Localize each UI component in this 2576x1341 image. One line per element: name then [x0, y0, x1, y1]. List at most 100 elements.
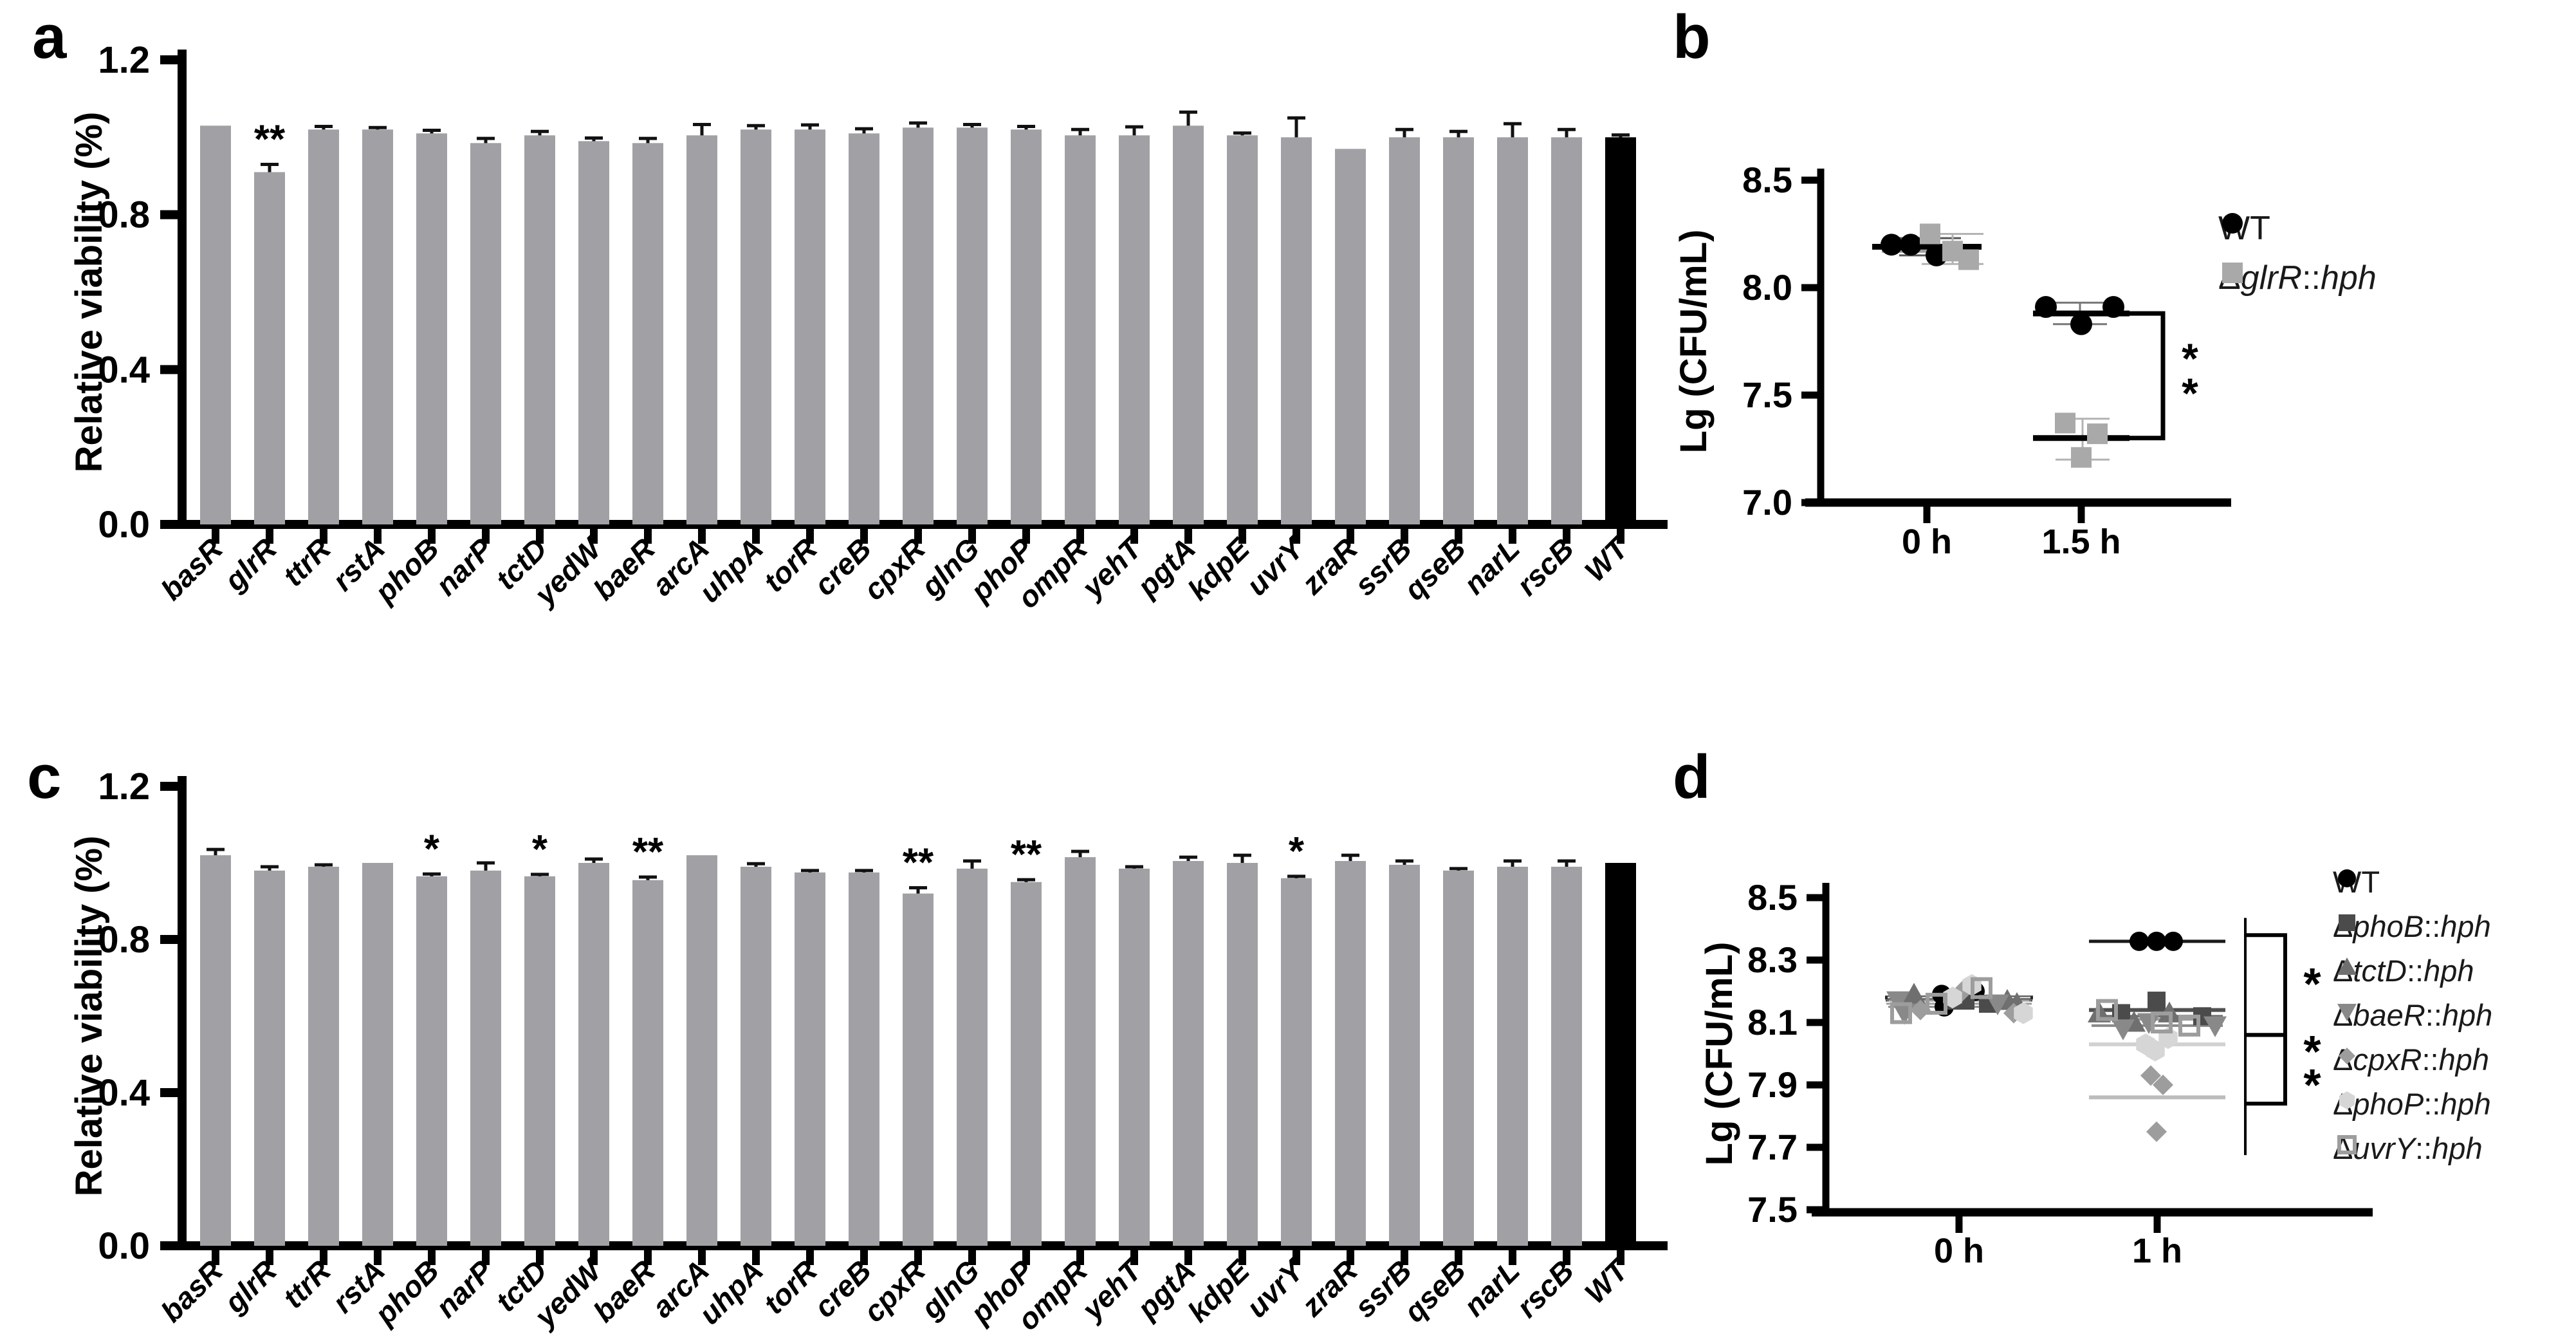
y-tick-label-d: 8.5	[1747, 877, 1798, 918]
bar-phoP	[1011, 129, 1042, 525]
legend-label: ΔcpxR::hph	[2333, 1042, 2490, 1077]
point-ΔcpxR::hph-1 h	[2146, 1121, 2167, 1142]
x-label-yehT: yehT	[1074, 1252, 1150, 1327]
sig-star-d: *	[2303, 1026, 2321, 1077]
x-label-1.5 h: 1.5 h	[2041, 523, 2121, 561]
point-ΔuvrY::hph-0 h	[1971, 977, 1992, 999]
bar-baeR	[632, 143, 663, 524]
x-label-WT: WT	[1578, 530, 1636, 588]
sig-star-d: *	[2303, 1060, 2321, 1110]
legend-marker-circle-icon	[2222, 213, 2243, 234]
y-tick-label-c: 0.4	[98, 1072, 150, 1114]
legend-item-WT: WT	[2333, 864, 2380, 900]
bar-tctD	[524, 135, 555, 524]
point-ΔglrR::hph-0 h	[1958, 249, 1979, 270]
bar-kdpE	[1227, 135, 1258, 524]
bar-narL	[1497, 137, 1528, 525]
point-WT-1 h	[2164, 931, 2183, 951]
bar-cpxR	[903, 893, 934, 1246]
bar-uvrY	[1281, 137, 1312, 525]
y-tick-label-a: 0.8	[98, 194, 150, 236]
bar-pgtA	[1173, 125, 1204, 525]
x-label-yehT: yehT	[1074, 530, 1150, 606]
y-tick-label-d: 7.9	[1747, 1064, 1798, 1105]
bar-rstA	[362, 863, 393, 1246]
bar-ssrB	[1389, 864, 1420, 1246]
bar-narP	[470, 870, 501, 1246]
significance-baeR: **	[632, 830, 664, 874]
y-tick-label-d: 7.7	[1747, 1127, 1798, 1167]
point-ΔglrR::hph-0 h	[1920, 223, 1940, 245]
x-label-ttrR: ttrR	[276, 1253, 337, 1315]
bar-yehT	[1119, 135, 1150, 524]
significance-glrR: **	[254, 117, 286, 162]
point-WT-1 h	[2147, 931, 2166, 951]
bar-ttrR	[308, 129, 339, 525]
point-ΔtctD::hph-0 h	[1902, 983, 1926, 1004]
x-label-0 h: 0 h	[1902, 523, 1952, 561]
bar-glrR	[254, 870, 285, 1246]
x-label-0 h: 0 h	[1934, 1232, 1984, 1270]
point-ΔphoP::hph-1 h	[2146, 1039, 2165, 1062]
x-label-ttrR: ttrR	[276, 532, 337, 593]
point-ΔglrR::hph-1.5 h	[2055, 412, 2075, 434]
bar-arcA	[686, 135, 717, 524]
point-ΔphoP::hph-0 h	[2014, 1002, 2033, 1024]
bar-tctD	[524, 876, 555, 1246]
significance-phoP: **	[1011, 833, 1042, 877]
point-WT-1.5 h	[2102, 296, 2124, 319]
bar-cpxR	[903, 127, 934, 524]
legend-item-phoB: ΔphoB::hph	[2333, 909, 2491, 944]
y-axis-title-c: Relative viability (%)	[68, 836, 110, 1197]
bar-uhpA	[741, 866, 771, 1246]
bar-glnG	[957, 868, 988, 1246]
sig-star-d: *	[2303, 959, 2321, 1009]
legend-item-tctD: ΔtctD::hph	[2333, 953, 2474, 988]
bar-rstA	[362, 129, 393, 525]
point-ΔuvrY::hph-1 h	[2096, 999, 2118, 1021]
bar-qseB	[1443, 137, 1474, 525]
bar-yedW	[578, 863, 609, 1246]
panel-letter-a: a	[32, 3, 67, 71]
bar-uvrY	[1281, 878, 1312, 1246]
bar-glnG	[957, 127, 988, 524]
y-tick-label-d: 8.3	[1747, 939, 1798, 980]
x-label-uhpA: uhpA	[692, 1253, 769, 1331]
sig-bracket-b	[2128, 311, 2166, 441]
significance-phoB: *	[424, 827, 440, 871]
x-label-1 h: 1 h	[2132, 1232, 2182, 1270]
point-ΔuvrY::hph-0 h	[1890, 1002, 1912, 1024]
legend-marker-square-icon	[2339, 914, 2355, 931]
bar-basR	[200, 125, 231, 525]
bar-phoP	[1011, 882, 1042, 1246]
panel-letter-b: b	[1673, 3, 1711, 71]
y-tick-label-d: 7.5	[1747, 1189, 1798, 1230]
bar-torR	[795, 129, 825, 525]
legend-marker-diamond-icon	[2339, 1048, 2355, 1064]
panel-letter-c: c	[27, 743, 62, 811]
point-ΔcpxR::hph-1 h	[2140, 1065, 2161, 1086]
point-ΔphoP::hph-0 h	[1943, 986, 1962, 1009]
bar-phoB	[416, 876, 447, 1246]
legend-marker-hexagon-icon	[2339, 1091, 2355, 1109]
y-tick-label-a: 0.4	[98, 349, 150, 391]
x-label-WT: WT	[1578, 1252, 1636, 1310]
significance-cpxR: **	[903, 841, 934, 885]
point-WT-1.5 h	[2035, 296, 2057, 319]
legend-label: ΔbaeR::hph	[2333, 998, 2493, 1032]
legend-item-baeR: ΔbaeR::hph	[2333, 997, 2492, 1033]
legend-item-cpxR: ΔcpxR::hph	[2333, 1042, 2489, 1077]
point-WT-0 h	[1926, 244, 1947, 266]
bar-kdpE	[1227, 863, 1258, 1246]
point-ΔbaeR::hph-1 h	[2203, 1016, 2227, 1037]
point-ΔcpxR::hph-1 h	[2153, 1075, 2173, 1095]
point-WT-1.5 h	[2070, 313, 2092, 335]
legend-label: ΔuvrY::hph	[2333, 1131, 2483, 1165]
bar-WT	[1605, 863, 1636, 1246]
point-ΔglrR::hph-1.5 h	[2087, 423, 2108, 445]
bar-zraR	[1335, 861, 1366, 1246]
bar-ompR	[1065, 135, 1096, 524]
point-ΔphoB::hph-1 h	[2148, 992, 2166, 1010]
bar-glrR	[254, 172, 285, 524]
point-WT-1 h	[2130, 931, 2149, 951]
